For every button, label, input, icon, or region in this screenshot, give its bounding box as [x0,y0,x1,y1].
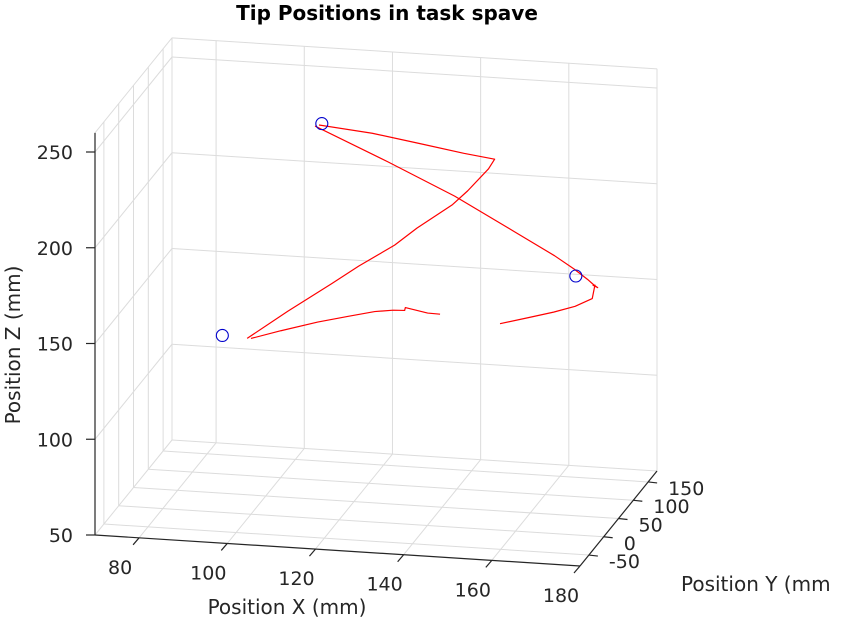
y-tick-label: 100 [653,496,689,518]
grid-line-back-z [171,152,658,185]
y-tick [588,554,598,557]
trajectory-line-1 [246,124,496,339]
y-tick-label: 150 [668,478,704,500]
y-tick [648,481,658,484]
z-tick-label: 100 [37,429,73,451]
grid-line-floor-y [163,450,649,483]
grid-line-back-z [171,248,658,280]
x-tick [397,554,405,563]
grid-line-side-z [94,152,173,249]
z-tick-label: 200 [37,238,73,260]
x-tick [485,559,493,568]
grid-edge-top-back [171,37,658,70]
markers [215,117,583,343]
x-tick-label: 160 [455,579,491,601]
y-tick [633,499,643,502]
grid-line-side-z [94,343,173,440]
x-tick [220,543,228,551]
z-tick-label: 50 [49,525,73,547]
z-tick-label: 150 [37,334,73,356]
y-tick-label: -50 [609,551,640,573]
grid-line-back-z [171,439,658,472]
x-tick-label: 140 [366,574,402,596]
axes [86,132,658,574]
x-tick [573,565,581,574]
grid-line-floor-y [103,523,589,556]
x-tick [132,537,140,546]
grid-line-floor-y [133,487,619,519]
trajectory-line-2 [314,125,599,289]
x-tick-label: 180 [543,585,579,607]
chart-title: Tip Positions in task spave [236,1,538,25]
y-tick-label: 50 [639,515,663,537]
grid-edge-top-left [94,37,173,134]
z-tick-label: 250 [37,142,73,164]
z-axis-label: Position Z (mm) [1,266,25,425]
trajectory-line-0 [250,306,441,340]
marker-point-1 [215,328,229,343]
grid-line-floor-y [118,505,604,538]
x-axis-label: Position X (mm) [208,595,367,619]
labels: Tip Positions in task spave Position X (… [1,1,831,619]
grid-line-side-z [94,439,173,536]
grid-line-side-z [94,248,173,344]
x-tick [308,548,316,557]
y-tick-label: 0 [624,533,636,555]
grid-line-back-z [171,343,658,376]
grid-line-back-z [171,56,658,89]
grid-line-floor-y [148,468,634,501]
grid-line-side-z [94,56,173,153]
marker-point-2 [569,269,583,283]
y-tick [618,517,628,521]
grid [94,37,658,567]
x-tick-label: 80 [108,557,132,579]
x-tick-label: 120 [278,568,314,590]
marker-point-0 [315,117,329,131]
y-axis-label: Position Y (mm [681,572,831,596]
y-tick [603,536,613,539]
x-tick-label: 100 [190,563,226,585]
trajectories [246,124,599,340]
trajectory-line-3 [499,284,596,325]
x-axis-line [94,534,581,567]
